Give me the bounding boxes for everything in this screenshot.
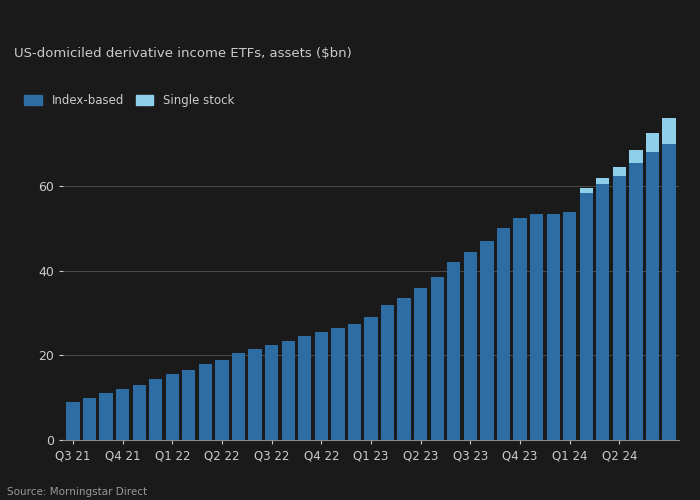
Bar xyxy=(265,345,279,440)
Bar xyxy=(430,277,444,440)
Bar xyxy=(66,402,80,440)
Bar xyxy=(348,324,361,440)
Bar xyxy=(530,214,543,440)
Bar xyxy=(398,298,411,440)
Bar xyxy=(99,394,113,440)
Bar xyxy=(232,354,245,440)
Bar xyxy=(166,374,179,440)
Bar xyxy=(315,332,328,440)
Bar xyxy=(662,118,676,144)
Bar xyxy=(563,212,576,440)
Bar xyxy=(612,176,626,440)
Bar xyxy=(83,398,96,440)
Bar xyxy=(116,389,130,440)
Bar xyxy=(381,304,394,440)
Bar xyxy=(513,218,526,440)
Bar xyxy=(365,318,377,440)
Bar xyxy=(447,262,461,440)
Bar xyxy=(547,214,560,440)
Bar xyxy=(248,349,262,440)
Bar xyxy=(629,163,643,440)
Bar xyxy=(596,184,610,440)
Bar xyxy=(414,288,427,440)
Text: US-domiciled derivative income ETFs, assets ($bn): US-domiciled derivative income ETFs, ass… xyxy=(14,47,351,60)
Bar xyxy=(182,370,195,440)
Bar xyxy=(199,364,212,440)
Bar xyxy=(480,241,494,440)
Bar xyxy=(298,336,312,440)
Bar xyxy=(132,385,146,440)
Bar xyxy=(149,378,162,440)
Bar xyxy=(281,340,295,440)
Legend: Index-based, Single stock: Index-based, Single stock xyxy=(20,90,239,112)
Bar xyxy=(646,152,659,440)
Bar xyxy=(646,134,659,152)
Bar xyxy=(463,252,477,440)
Bar xyxy=(612,167,626,175)
Bar xyxy=(216,360,229,440)
Bar xyxy=(596,178,610,184)
Bar xyxy=(580,188,593,192)
Bar xyxy=(580,192,593,440)
Bar xyxy=(331,328,344,440)
Text: Source: Morningstar Direct: Source: Morningstar Direct xyxy=(7,487,147,497)
Bar xyxy=(497,228,510,440)
Bar xyxy=(662,144,676,440)
Bar xyxy=(629,150,643,163)
